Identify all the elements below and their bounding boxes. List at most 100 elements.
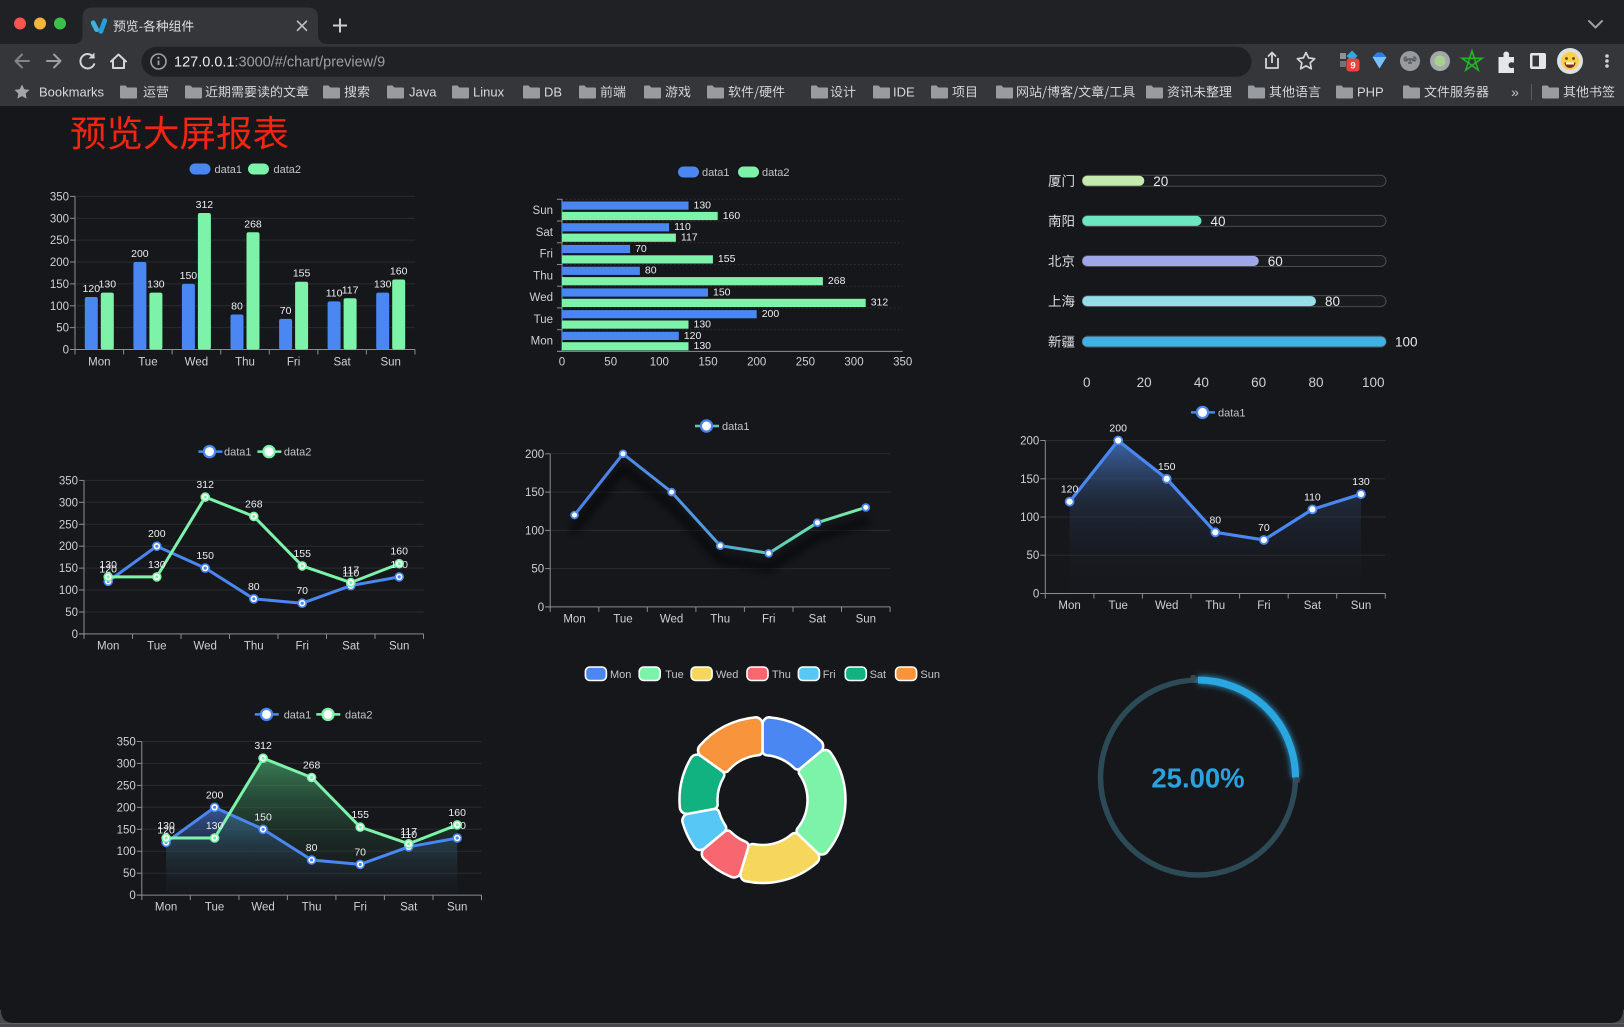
svg-text:Tue: Tue xyxy=(534,314,553,326)
svg-text:117: 117 xyxy=(342,565,359,577)
svg-text:0: 0 xyxy=(129,890,135,902)
svg-text:70: 70 xyxy=(280,305,292,317)
svg-text:60: 60 xyxy=(1268,254,1283,269)
svg-text:130: 130 xyxy=(374,279,392,291)
svg-text:312: 312 xyxy=(196,479,214,491)
svg-text:268: 268 xyxy=(828,275,846,287)
svg-text:data1: data1 xyxy=(722,421,750,433)
svg-text:IDE: IDE xyxy=(893,85,915,100)
svg-text:268: 268 xyxy=(245,498,263,510)
svg-text:130: 130 xyxy=(694,318,712,330)
svg-text:0: 0 xyxy=(1083,375,1091,390)
svg-text:Thu: Thu xyxy=(1205,600,1225,612)
svg-text:20: 20 xyxy=(1153,174,1168,189)
svg-text:Wed: Wed xyxy=(530,292,553,304)
svg-text:100: 100 xyxy=(650,357,669,369)
svg-text:150: 150 xyxy=(59,563,78,575)
svg-text:Fri: Fri xyxy=(287,357,300,369)
svg-text:Sun: Sun xyxy=(920,669,940,681)
svg-text:350: 350 xyxy=(59,475,78,487)
svg-text:Fri: Fri xyxy=(295,640,308,652)
svg-text:150: 150 xyxy=(50,279,69,291)
svg-text:70: 70 xyxy=(1258,522,1270,534)
svg-text:0: 0 xyxy=(538,602,544,614)
svg-text:Sat: Sat xyxy=(870,669,887,681)
svg-text:312: 312 xyxy=(196,199,214,211)
svg-text:Thu: Thu xyxy=(302,902,322,914)
svg-text:150: 150 xyxy=(180,270,198,282)
svg-text:150: 150 xyxy=(196,550,214,562)
svg-text:350: 350 xyxy=(117,737,136,749)
svg-text:Tue: Tue xyxy=(613,613,632,625)
svg-text:Sat: Sat xyxy=(536,227,554,239)
svg-text:200: 200 xyxy=(762,308,780,320)
svg-text:40: 40 xyxy=(1211,214,1226,229)
svg-text:155: 155 xyxy=(351,809,369,821)
svg-text:150: 150 xyxy=(698,357,717,369)
svg-text:data2: data2 xyxy=(274,164,302,176)
svg-text:130: 130 xyxy=(147,279,165,291)
svg-text:Wed: Wed xyxy=(193,640,216,652)
svg-text:50: 50 xyxy=(65,607,78,619)
svg-text:110: 110 xyxy=(326,287,343,299)
svg-text:Sat: Sat xyxy=(342,640,360,652)
svg-text:50: 50 xyxy=(604,357,617,369)
svg-text:DB: DB xyxy=(544,85,562,100)
svg-text:70: 70 xyxy=(354,846,366,858)
svg-text:200: 200 xyxy=(117,802,136,814)
svg-text:100: 100 xyxy=(525,525,544,537)
svg-text:50: 50 xyxy=(531,564,544,576)
svg-text:120: 120 xyxy=(99,563,117,575)
svg-text:data1: data1 xyxy=(284,709,312,721)
svg-text:160: 160 xyxy=(390,546,408,558)
svg-text:0: 0 xyxy=(63,345,69,357)
svg-text:Sun: Sun xyxy=(1351,600,1371,612)
svg-text:Sat: Sat xyxy=(809,613,827,625)
svg-text:130: 130 xyxy=(157,820,175,832)
svg-text:Bookmarks: Bookmarks xyxy=(39,85,105,100)
svg-text:Tue: Tue xyxy=(147,640,166,652)
svg-text:Sat: Sat xyxy=(333,357,351,369)
svg-text:130: 130 xyxy=(99,279,117,291)
svg-text:117: 117 xyxy=(681,232,698,244)
svg-text:100: 100 xyxy=(1362,375,1385,390)
svg-text:100: 100 xyxy=(1020,512,1039,524)
svg-text:110: 110 xyxy=(400,829,417,841)
svg-text:300: 300 xyxy=(117,758,136,770)
svg-text:120: 120 xyxy=(684,330,702,342)
svg-text:Sun: Sun xyxy=(380,357,400,369)
svg-text:155: 155 xyxy=(718,253,736,265)
svg-text:Sat: Sat xyxy=(400,902,418,914)
svg-text:Sun: Sun xyxy=(533,205,553,217)
svg-text:data2: data2 xyxy=(762,167,790,179)
svg-text:300: 300 xyxy=(50,213,69,225)
svg-text:Fri: Fri xyxy=(762,613,775,625)
svg-text:»: » xyxy=(1511,84,1519,100)
svg-text:350: 350 xyxy=(893,357,912,369)
svg-text:50: 50 xyxy=(56,323,69,335)
svg-text:40: 40 xyxy=(1194,375,1209,390)
svg-text:Fri: Fri xyxy=(1257,600,1270,612)
svg-text:268: 268 xyxy=(244,218,262,230)
svg-text:312: 312 xyxy=(871,297,889,309)
svg-text:80: 80 xyxy=(645,265,657,277)
svg-text:70: 70 xyxy=(635,243,647,255)
svg-text:150: 150 xyxy=(1020,474,1039,486)
svg-text:80: 80 xyxy=(306,842,318,854)
svg-text:120: 120 xyxy=(157,824,175,836)
svg-text:PHP: PHP xyxy=(1357,85,1384,100)
svg-text:Mon: Mon xyxy=(563,613,585,625)
svg-text:Tue: Tue xyxy=(665,669,684,681)
svg-text:120: 120 xyxy=(83,283,101,295)
svg-text:250: 250 xyxy=(796,357,815,369)
svg-text:130: 130 xyxy=(148,559,166,571)
svg-text:Tue: Tue xyxy=(205,902,224,914)
svg-text:Wed: Wed xyxy=(251,902,274,914)
svg-text:data1: data1 xyxy=(224,447,252,459)
svg-text:80: 80 xyxy=(1308,375,1323,390)
svg-text:9: 9 xyxy=(1350,61,1355,72)
svg-text:200: 200 xyxy=(1020,436,1039,448)
svg-text:data1: data1 xyxy=(215,164,243,176)
svg-text:Fri: Fri xyxy=(353,902,366,914)
svg-text:155: 155 xyxy=(293,268,311,280)
